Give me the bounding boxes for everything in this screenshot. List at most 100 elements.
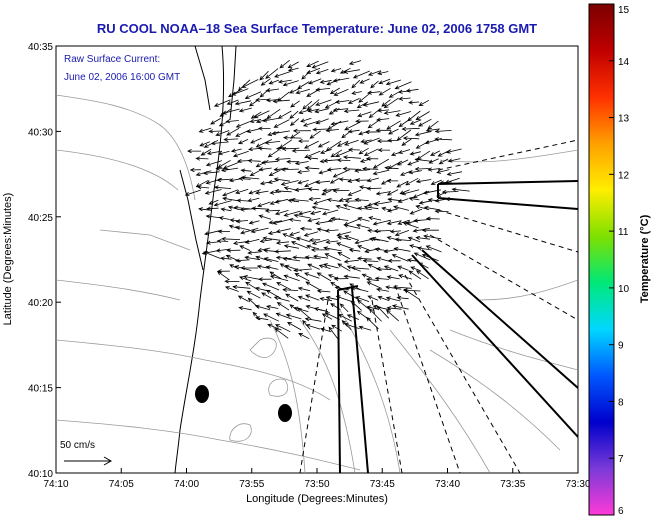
current-vector bbox=[203, 251, 221, 259]
current-vector bbox=[366, 90, 381, 95]
current-vector bbox=[274, 324, 291, 333]
current-vector bbox=[308, 78, 322, 85]
current-vector bbox=[386, 236, 402, 242]
current-vector bbox=[251, 206, 269, 211]
current-vector bbox=[279, 139, 293, 149]
current-vector bbox=[240, 168, 252, 173]
current-vector bbox=[355, 296, 370, 302]
current-vector bbox=[318, 264, 331, 269]
current-vector bbox=[332, 169, 350, 178]
x-tick-label: 73:50 bbox=[304, 479, 329, 490]
current-vector bbox=[367, 295, 379, 301]
current-vector bbox=[315, 220, 330, 226]
current-vector bbox=[268, 79, 279, 85]
current-vector bbox=[445, 148, 462, 154]
site-marker bbox=[278, 404, 292, 422]
current-vector bbox=[297, 139, 310, 144]
current-vector bbox=[288, 217, 301, 222]
current-vector bbox=[330, 120, 349, 126]
current-vector bbox=[241, 79, 259, 88]
current-vector bbox=[444, 177, 460, 184]
current-vector bbox=[372, 219, 391, 226]
current-vector bbox=[227, 89, 241, 98]
current-vector bbox=[343, 109, 360, 114]
current-vector bbox=[325, 128, 339, 133]
current-vector bbox=[255, 160, 269, 168]
current-vector bbox=[406, 258, 419, 263]
current-vector bbox=[434, 209, 449, 214]
current-vector bbox=[386, 189, 399, 196]
current-vector bbox=[417, 246, 432, 251]
current-vector bbox=[377, 147, 390, 153]
current-vector bbox=[387, 128, 399, 135]
current-vector bbox=[332, 77, 350, 83]
current-vector bbox=[387, 138, 399, 143]
colorbar-tick-label: 10 bbox=[618, 284, 630, 295]
y-tick-label: 40:10 bbox=[28, 469, 53, 480]
temperature-colorbar bbox=[588, 3, 615, 516]
current-vector bbox=[221, 236, 241, 242]
current-vector bbox=[230, 148, 242, 153]
colorbar-tick-label: 14 bbox=[618, 57, 630, 68]
current-vector bbox=[276, 282, 292, 291]
current-vector bbox=[326, 167, 342, 172]
x-axis-label: Longitude (Degrees:Minutes) bbox=[246, 493, 388, 505]
current-vector bbox=[414, 157, 432, 162]
current-vector bbox=[255, 316, 269, 321]
current-vector bbox=[282, 135, 302, 140]
current-vector bbox=[304, 272, 320, 279]
current-vector bbox=[336, 231, 352, 237]
current-vector bbox=[236, 158, 249, 164]
x-tick-label: 73:40 bbox=[435, 479, 460, 490]
current-vector bbox=[237, 295, 249, 302]
current-vector bbox=[240, 227, 259, 235]
current-vector bbox=[277, 79, 292, 84]
current-vector bbox=[259, 238, 272, 244]
current-vector bbox=[314, 108, 329, 114]
current-vector bbox=[205, 240, 219, 245]
current-vector bbox=[239, 276, 252, 282]
current-vector bbox=[395, 111, 412, 117]
current-vector bbox=[305, 281, 321, 291]
current-vector bbox=[347, 189, 362, 196]
current-vector bbox=[297, 295, 311, 302]
current-vector bbox=[325, 295, 339, 301]
current-vector bbox=[405, 177, 419, 186]
current-vector bbox=[261, 292, 272, 299]
current-vector bbox=[303, 140, 319, 149]
current-vector bbox=[294, 273, 310, 282]
current-vector bbox=[326, 197, 342, 203]
current-vector bbox=[418, 99, 430, 106]
current-vector bbox=[398, 274, 413, 280]
current-vector bbox=[427, 167, 441, 172]
current-vector bbox=[226, 248, 241, 253]
current-vector bbox=[415, 111, 430, 121]
current-vector bbox=[279, 263, 292, 271]
current-vector bbox=[381, 206, 392, 211]
current-vector bbox=[362, 258, 379, 263]
current-vector bbox=[377, 295, 390, 302]
current-vector bbox=[298, 210, 312, 216]
current-vector bbox=[394, 81, 412, 90]
current-vector bbox=[328, 108, 340, 115]
current-vector bbox=[274, 71, 291, 78]
current-vector bbox=[384, 165, 399, 171]
current-vector bbox=[377, 70, 389, 76]
current-vector bbox=[325, 239, 339, 244]
coastline bbox=[174, 46, 237, 473]
current-vector bbox=[266, 108, 281, 119]
current-vector bbox=[213, 185, 232, 190]
scale-arrow bbox=[64, 456, 113, 466]
current-vector bbox=[235, 188, 249, 195]
current-vector bbox=[400, 170, 412, 176]
current-vector bbox=[255, 97, 270, 102]
current-vector bbox=[258, 214, 272, 220]
current-vector bbox=[421, 228, 439, 233]
current-vector bbox=[347, 98, 360, 104]
current-vector bbox=[217, 229, 231, 234]
current-vector bbox=[331, 324, 343, 332]
current-vector bbox=[402, 221, 419, 229]
current-vector bbox=[293, 268, 312, 273]
current-vector bbox=[362, 101, 380, 107]
current-vector bbox=[253, 110, 270, 119]
